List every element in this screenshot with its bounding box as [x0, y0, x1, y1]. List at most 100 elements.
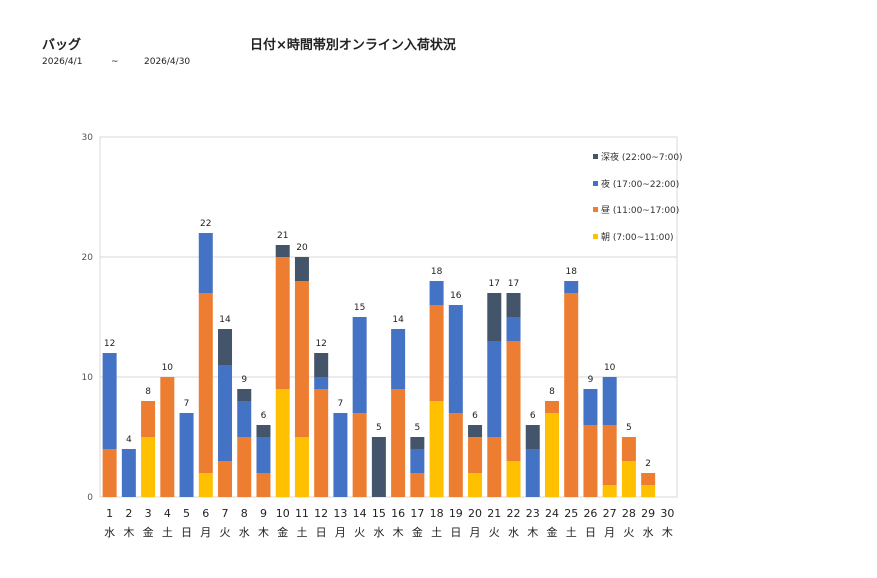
- data-label: 9: [241, 375, 247, 385]
- category-label: バッグ: [42, 38, 82, 53]
- weekday-label: 月: [200, 526, 211, 539]
- y-tick-label: 20: [82, 253, 94, 263]
- bar-segment: [237, 401, 252, 437]
- bar-segment: [506, 341, 521, 461]
- weekday-label: 金: [546, 525, 557, 539]
- date-separator: ~: [111, 57, 119, 67]
- bar-segment: [621, 437, 636, 461]
- x-tick-label: 7: [222, 507, 229, 520]
- bar-segment: [641, 485, 656, 497]
- legend-label: 昼 (11:00~17:00): [601, 205, 679, 216]
- data-label: 12: [315, 339, 326, 349]
- weekday-label: 火: [220, 526, 231, 539]
- x-tick-label: 17: [410, 507, 424, 520]
- weekday-label: 火: [623, 526, 634, 539]
- date-to: 2026/4/30: [144, 57, 191, 67]
- x-tick-label: 21: [487, 507, 501, 520]
- weekday-label: 月: [604, 526, 615, 539]
- weekday-label: 水: [104, 526, 115, 539]
- weekday-label: 水: [643, 526, 654, 539]
- weekday-label: 水: [373, 526, 384, 539]
- data-label: 6: [261, 411, 267, 421]
- weekday-label: 木: [258, 526, 269, 539]
- bar-segment: [102, 449, 117, 497]
- data-label: 18: [431, 267, 443, 277]
- bar-segment: [468, 437, 483, 473]
- data-label: 8: [145, 387, 151, 397]
- data-label: 16: [450, 291, 462, 301]
- data-label: 18: [565, 267, 577, 277]
- weekday-label: 土: [566, 526, 577, 539]
- bar-segment: [410, 437, 425, 449]
- weekday-label: 日: [316, 526, 327, 539]
- bar-segment: [275, 245, 290, 257]
- data-label: 2: [645, 459, 651, 469]
- weekday-label: 日: [181, 526, 192, 539]
- legend-label: 朝 (7:00~11:00): [601, 232, 674, 243]
- data-label: 14: [392, 315, 404, 325]
- legend-swatch: [593, 234, 598, 239]
- bar-segment: [564, 293, 579, 497]
- x-tick-label: 4: [164, 507, 171, 520]
- x-tick-label: 2: [125, 507, 132, 520]
- bar-segment: [602, 377, 617, 425]
- bar-segment: [391, 389, 406, 497]
- bar-segment: [583, 425, 598, 497]
- data-label: 15: [354, 303, 365, 313]
- x-tick-label: 23: [526, 507, 540, 520]
- data-label: 12: [104, 339, 115, 349]
- bar-segment: [256, 473, 271, 497]
- weekday-label: 水: [239, 526, 250, 539]
- bar-segment: [294, 437, 309, 497]
- bar-segment: [141, 401, 156, 437]
- bar-segment: [602, 425, 617, 485]
- bar-segment: [237, 389, 252, 401]
- bar-segment: [160, 377, 175, 497]
- x-tick-label: 29: [641, 507, 655, 520]
- x-tick-label: 22: [507, 507, 521, 520]
- bar-segment: [121, 449, 136, 497]
- bar-segment: [468, 473, 483, 497]
- bar-segment: [256, 437, 271, 473]
- page-title: 日付×時間帯別オンライン入荷状況: [250, 38, 456, 53]
- data-label: 17: [508, 279, 519, 289]
- bar-segment: [218, 461, 233, 497]
- x-tick-label: 25: [564, 507, 578, 520]
- bar-segment: [506, 461, 521, 497]
- bar-segment: [621, 461, 636, 497]
- weekday-label: 月: [470, 526, 481, 539]
- weekday-label: 月: [335, 526, 346, 539]
- bar-segment: [352, 413, 367, 497]
- bar-segment: [102, 353, 117, 449]
- x-tick-label: 26: [583, 507, 597, 520]
- weekday-label: 土: [296, 526, 307, 539]
- bar-segment: [333, 413, 348, 497]
- bar-segment: [179, 413, 194, 497]
- x-tick-label: 8: [241, 507, 248, 520]
- bar-segment: [237, 437, 252, 497]
- legend-label: 夜 (17:00~22:00): [601, 178, 679, 190]
- weekday-label: 金: [277, 525, 288, 539]
- data-label: 21: [277, 231, 288, 241]
- bar-segment: [583, 389, 598, 425]
- weekday-label: 金: [412, 525, 423, 539]
- bar-segment: [525, 425, 540, 449]
- y-tick-label: 30: [82, 133, 94, 143]
- bar-segment: [544, 413, 559, 497]
- weekday-label: 木: [123, 526, 134, 539]
- bar-segment: [429, 305, 444, 401]
- bar-segment: [448, 413, 463, 497]
- bar-segment: [314, 377, 329, 389]
- weekday-label: 火: [489, 526, 500, 539]
- bar-segment: [487, 437, 502, 497]
- bar-segment: [641, 473, 656, 485]
- weekday-label: 土: [431, 526, 442, 539]
- data-label: 20: [296, 243, 308, 253]
- weekday-label: 金: [143, 525, 154, 539]
- bar-segment: [314, 353, 329, 377]
- bar-segment: [198, 293, 213, 473]
- data-label: 14: [219, 315, 231, 325]
- x-tick-label: 19: [449, 507, 463, 520]
- x-tick-label: 6: [202, 507, 209, 520]
- bar-segment: [198, 233, 213, 293]
